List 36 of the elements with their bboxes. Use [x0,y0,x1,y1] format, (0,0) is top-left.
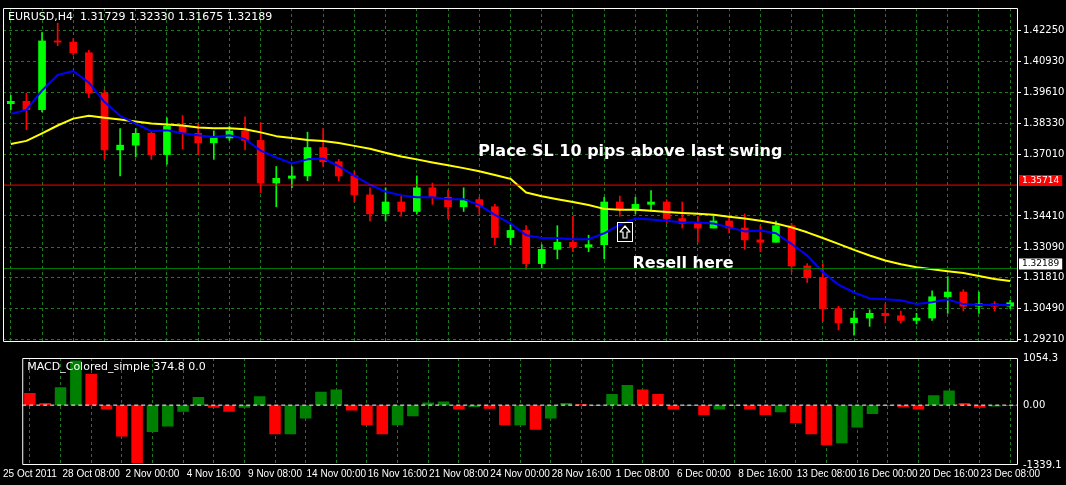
chart-title: MACD_Colored_simple 374.8 0.0 [27,360,206,374]
annotation: Place SL 10 pips above last swing [478,140,783,160]
y-tick-label: 1.37010 [1023,147,1065,159]
x-tick-label: 25 Oct 2011 [3,467,58,479]
y-tick-label: 1.30490 [1023,302,1065,314]
x-tick-label: 28 Nov 16:00 [551,467,612,479]
x-tick-label: 8 Dec 16:00 [738,467,793,479]
y-tick-label: 1054.3 [1023,351,1058,363]
x-tick-label: 2 Nov 00:00 [125,467,180,479]
chart-title: EURUSD,H4 1.31729 1.32330 1.31675 1.32189 [8,10,273,24]
y-tick-label: 1.42250 [1023,23,1065,35]
y-tick-label: 1.38330 [1023,116,1065,128]
x-tick-label: 16 Dec 00:00 [858,467,918,479]
y-tick-label: 1.40930 [1023,55,1065,67]
x-tick-label: 6 Dec 00:00 [676,467,732,479]
x-tick-label: 4 Nov 16:00 [186,467,242,479]
x-tick-label: 1 Dec 08:00 [615,467,671,479]
x-tick-label: 23 Dec 08:00 [980,467,1041,479]
y-tick-label: 1.33090 [1023,240,1065,252]
y-tick-label: 1.29210 [1023,332,1065,344]
x-tick-label: 14 Nov 00:00 [306,467,367,479]
y-tick-label: -1339.1 [1023,458,1062,470]
y-tick-label: 1.34410 [1023,209,1065,221]
y-tick-label: 1.39610 [1023,86,1065,98]
ref-line-label: 1.32189 [1022,258,1060,269]
x-tick-label: 20 Dec 16:00 [919,467,980,479]
ref-line-label: 1.35714 [1022,174,1060,185]
annotation: Resell here [632,252,734,272]
x-tick-label: 13 Dec 08:00 [796,467,857,479]
y-tick-label: 1.31810 [1023,271,1065,283]
x-tick-label: 9 Nov 08:00 [248,467,303,479]
x-tick-label: 28 Oct 08:00 [62,467,121,479]
y-tick-label: 0.00 [1023,398,1046,410]
x-tick-label: 24 Nov 00:00 [490,467,551,479]
x-tick-label: 21 Nov 08:00 [429,467,490,479]
x-tick-label: 16 Nov 16:00 [367,467,428,479]
